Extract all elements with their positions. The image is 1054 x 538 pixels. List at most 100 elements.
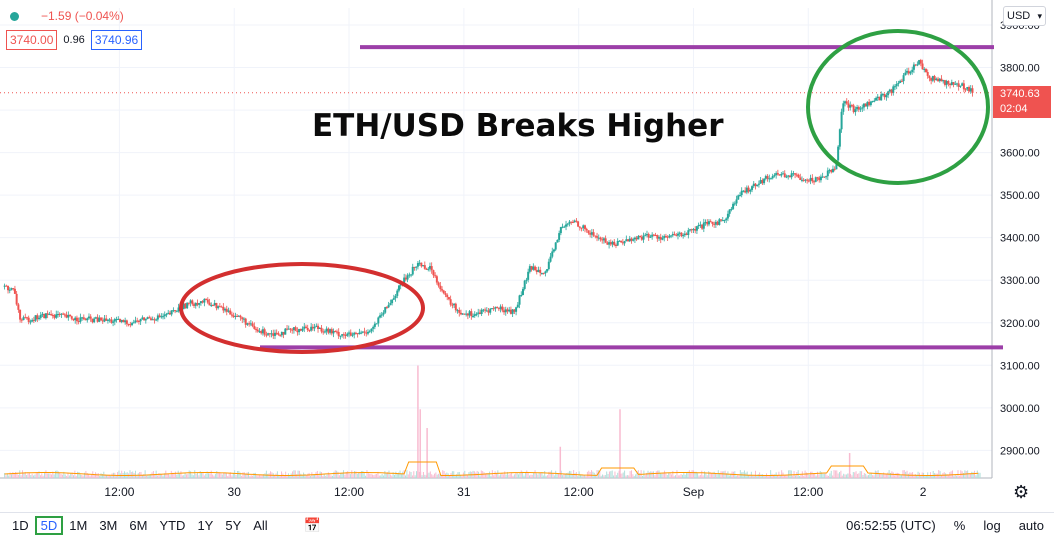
breakout-ellipse[interactable] bbox=[806, 29, 990, 185]
candle-body bbox=[490, 308, 493, 310]
candle-body bbox=[787, 175, 790, 177]
candle-body bbox=[77, 321, 80, 323]
candle-body bbox=[952, 82, 955, 85]
candle-body bbox=[399, 284, 402, 286]
candle-body bbox=[63, 314, 66, 316]
candle-body bbox=[625, 239, 628, 242]
candle-body bbox=[222, 306, 225, 311]
candle-body bbox=[160, 316, 163, 318]
candle-body bbox=[630, 238, 633, 241]
candle-body bbox=[690, 229, 693, 231]
timeframe-5d[interactable]: 5D bbox=[34, 516, 64, 535]
timeframe-5y[interactable]: 5Y bbox=[225, 518, 242, 533]
candle-body bbox=[292, 327, 295, 330]
last-price-label: 3740.63 02:04 bbox=[993, 86, 1051, 118]
timeframe-1m[interactable]: 1M bbox=[69, 518, 88, 533]
candle-body bbox=[764, 176, 767, 179]
candle-body bbox=[182, 303, 185, 310]
candle-body bbox=[547, 261, 550, 270]
candle-body bbox=[208, 302, 211, 306]
candle-body bbox=[716, 221, 719, 225]
candle-body bbox=[432, 270, 435, 276]
candle-body bbox=[51, 314, 54, 316]
candle-body bbox=[635, 237, 638, 240]
candle-body bbox=[129, 324, 132, 326]
log-toggle[interactable]: log bbox=[983, 518, 1001, 533]
candle-body bbox=[931, 76, 934, 81]
candle-body bbox=[695, 226, 698, 231]
candle-body bbox=[84, 319, 87, 321]
date-range-icon[interactable]: 📅 bbox=[303, 517, 322, 533]
candle-body bbox=[370, 328, 373, 332]
candle-body bbox=[368, 331, 371, 333]
candle-body bbox=[189, 300, 192, 303]
candle-body bbox=[361, 331, 364, 333]
candle-body bbox=[322, 331, 325, 333]
candle-body bbox=[132, 322, 135, 324]
bar-countdown: 02:04 bbox=[1000, 103, 1028, 115]
candle-body bbox=[868, 101, 871, 106]
percent-toggle[interactable]: % bbox=[953, 518, 966, 533]
candle-body bbox=[508, 309, 511, 312]
timeframe-3m[interactable]: 3M bbox=[99, 518, 118, 533]
candle-body bbox=[203, 298, 206, 303]
timeframe-1d[interactable]: 1D bbox=[12, 518, 29, 533]
candle-body bbox=[854, 109, 857, 113]
candle-body bbox=[387, 304, 390, 308]
candle-body bbox=[82, 317, 85, 320]
candle-body bbox=[544, 271, 547, 274]
candle-body bbox=[86, 318, 89, 321]
candle-body bbox=[256, 329, 259, 332]
auto-toggle[interactable]: auto bbox=[1018, 518, 1044, 533]
candle-body bbox=[363, 331, 366, 333]
candle-body bbox=[773, 175, 776, 177]
candle-body bbox=[175, 311, 178, 313]
candle-body bbox=[763, 178, 766, 184]
candle-body bbox=[742, 190, 745, 192]
candle-body bbox=[670, 235, 673, 237]
candle-body bbox=[136, 320, 139, 322]
candle-body bbox=[645, 234, 648, 236]
candle-body bbox=[210, 305, 213, 307]
candle-body bbox=[32, 319, 35, 321]
ask-button[interactable]: 3740.96 bbox=[90, 30, 143, 50]
consolidation-ellipse[interactable] bbox=[179, 262, 425, 354]
candle-body bbox=[642, 235, 645, 240]
timeframe-all[interactable]: All bbox=[253, 518, 268, 533]
utc-clock[interactable]: 06:52:55 (UTC) bbox=[846, 518, 936, 533]
candle-body bbox=[776, 173, 779, 175]
currency-select[interactable]: USD ▾ bbox=[1003, 6, 1046, 26]
candle-body bbox=[475, 313, 478, 315]
candle-body bbox=[43, 313, 46, 319]
timeframe-ytd[interactable]: YTD bbox=[159, 518, 186, 533]
candle-body bbox=[117, 318, 120, 320]
candle-body bbox=[883, 94, 886, 98]
candle-body bbox=[706, 221, 709, 225]
bid-button[interactable]: 3740.00 bbox=[6, 30, 58, 50]
gear-icon[interactable]: ⚙ bbox=[1013, 482, 1030, 502]
candle-body bbox=[935, 78, 938, 81]
toolbar-right: 06:52:55 (UTC) % log auto bbox=[846, 518, 1044, 533]
x-tick-label: 31 bbox=[457, 485, 471, 499]
candle-body bbox=[451, 304, 454, 306]
candle-body bbox=[327, 328, 330, 333]
price-chart[interactable]: 2900.00 3000.00 3100.00 3200.00 3300.00 3400.… bbox=[0, 0, 1054, 512]
candle-body bbox=[513, 309, 516, 312]
candle-body bbox=[844, 101, 847, 104]
candle-body bbox=[62, 313, 65, 315]
candle-body bbox=[186, 302, 189, 309]
candle-body bbox=[34, 315, 37, 321]
candle-body bbox=[465, 313, 468, 315]
timeframe-1y[interactable]: 1Y bbox=[197, 518, 214, 533]
candle-body bbox=[618, 240, 621, 242]
candle-body bbox=[459, 312, 462, 315]
candle-body bbox=[940, 78, 943, 82]
timeframe-6m[interactable]: 6M bbox=[129, 518, 148, 533]
candle-body bbox=[373, 323, 376, 327]
candle-body bbox=[317, 325, 320, 329]
candle-body bbox=[139, 318, 142, 322]
candle-body bbox=[372, 326, 375, 329]
candle-body bbox=[10, 288, 13, 290]
candle-body bbox=[540, 272, 543, 274]
x-tick-label: 2 bbox=[920, 485, 927, 499]
